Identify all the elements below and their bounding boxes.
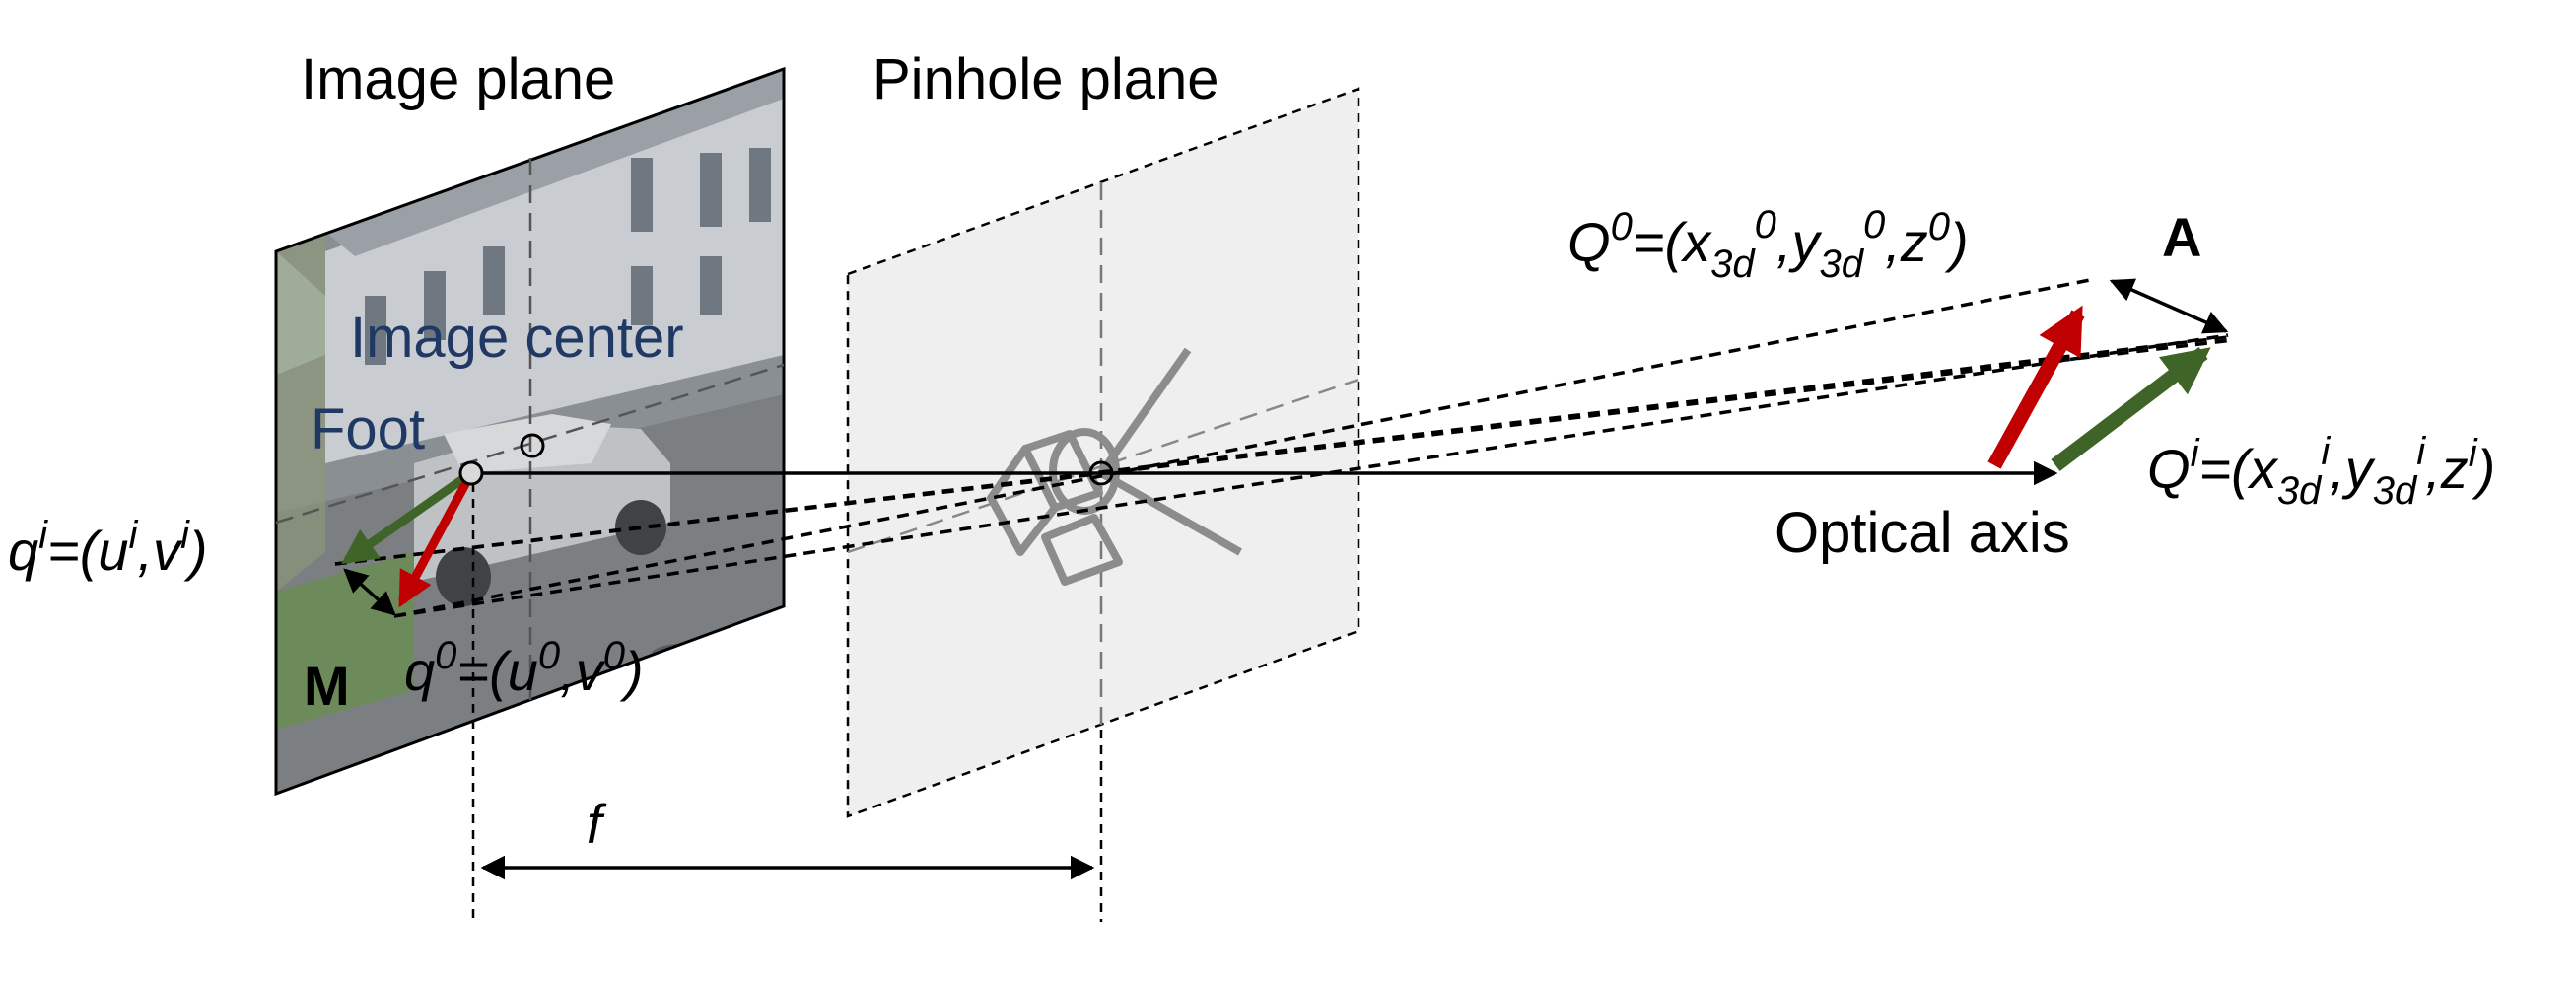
red-3d-arrow: [1987, 305, 2085, 469]
image-center-point: [520, 433, 545, 458]
foot-point: [458, 460, 484, 486]
focal-length-indicator: [471, 483, 1103, 922]
point-a-label: A: [2162, 206, 2201, 268]
image-plane-label: Image plane: [301, 47, 615, 111]
q-0-equation: q0=(u0,v0): [404, 634, 644, 702]
image-center-label: Image center: [350, 306, 684, 370]
red-projected-arrow: [398, 470, 475, 608]
image-plane-vectors: [341, 469, 475, 616]
point-m-label: M: [304, 655, 350, 717]
pinhole-point: [1088, 460, 1114, 486]
Q-0-equation: Q0=(x3d0,y3d0,z0): [1567, 203, 1969, 286]
Q-i-equation: Qi=(x3di,y3di,zi): [2147, 430, 2495, 513]
foot-label: Foot: [311, 397, 425, 461]
pinhole-plane-label: Pinhole plane: [872, 47, 1219, 111]
m-distance-arrow: [343, 568, 396, 616]
focal-length-label: f: [587, 793, 607, 855]
optical-axis-label: Optical axis: [1775, 501, 2070, 565]
pinhole-plane: [846, 87, 1360, 818]
image-plane: [274, 66, 786, 797]
world-vectors: [1987, 278, 2229, 471]
green-3d-arrow: [2051, 347, 2211, 471]
projection-lines: [334, 277, 2234, 618]
q-i-equation: qi=(ui,vi): [8, 514, 208, 582]
green-projected-arrow: [341, 469, 474, 565]
a-distance-arrow: [2109, 278, 2229, 334]
